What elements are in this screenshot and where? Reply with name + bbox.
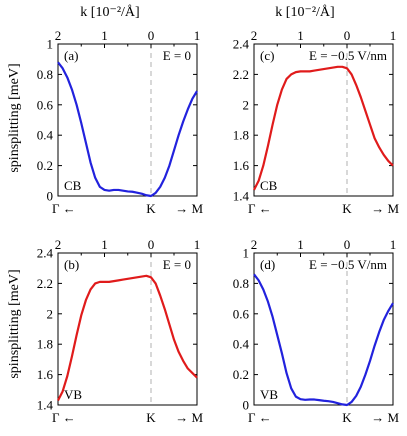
y-tick-label: 2 xyxy=(47,306,54,321)
panel-c: 1.41.61.822.22.42 1 0 1Γ ← K → M(c) E = −0.5 V… xyxy=(233,28,400,216)
y-tick-label: 0.2 xyxy=(233,367,249,382)
spinsplitting-curve xyxy=(253,65,394,191)
m-direction-label: → M xyxy=(175,201,203,216)
spinsplitting-curve xyxy=(57,274,198,401)
top-tick-label: 0 xyxy=(148,28,155,43)
panel-label: (d) xyxy=(260,257,275,272)
y-tick-label: 0.4 xyxy=(37,128,54,143)
band-label: CB xyxy=(64,178,82,193)
top-tick-label: 1 xyxy=(194,237,201,252)
top-tick-label: 1 xyxy=(194,28,201,43)
y-tick-label: 0.6 xyxy=(37,97,54,112)
y-tick-label: 1.6 xyxy=(37,367,54,382)
top-tick-label: 1 xyxy=(101,28,108,43)
top-tick-label: 0 xyxy=(344,28,351,43)
spinsplitting-curve xyxy=(253,273,394,407)
field-label: E = −0.5 V/nm xyxy=(309,257,387,272)
m-direction-label: → M xyxy=(175,410,203,425)
y-tick-label: 0.2 xyxy=(37,158,53,173)
panel-a: 00.20.40.60.812 1 0 1Γ ← K → M(a) E = 0CB xyxy=(37,28,204,216)
top-k-axis-label-right: k [10⁻²/Å] xyxy=(275,4,334,20)
plot-frame xyxy=(57,43,198,197)
m-direction-label: → M xyxy=(371,410,399,425)
top-tick-label: 1 xyxy=(390,28,397,43)
top-tick-label: 2 xyxy=(55,237,62,252)
gamma-direction-label: Γ ← xyxy=(248,410,272,425)
y-tick-label: 2.2 xyxy=(37,276,53,291)
top-tick-label: 2 xyxy=(251,28,258,43)
spinsplitting-curve xyxy=(57,61,198,198)
panel-b: 1.41.61.822.22.42 1 0 1Γ ← K → M(b) E = 0VB xyxy=(37,237,204,425)
gamma-direction-label: Γ ← xyxy=(248,201,272,216)
y-tick-label: 2.4 xyxy=(233,37,250,52)
panel-label: (a) xyxy=(64,48,78,63)
y-tick-label: 1.4 xyxy=(233,189,250,204)
k-point-label: K xyxy=(146,410,156,425)
y-tick-label: 2.2 xyxy=(233,67,249,82)
plot-frame xyxy=(253,43,394,197)
k-point-label: K xyxy=(146,201,156,216)
top-tick-label: 1 xyxy=(297,237,304,252)
m-direction-label: → M xyxy=(371,201,399,216)
y-tick-label: 2.4 xyxy=(37,246,54,261)
y-tick-label: 0.8 xyxy=(233,276,249,291)
y-tick-label: 1.8 xyxy=(37,337,53,352)
y-tick-label: 0.6 xyxy=(233,306,250,321)
k-point-label: K xyxy=(342,201,352,216)
y-axis-label-top: spinsplitting [meV] xyxy=(7,63,22,172)
field-label: E = 0 xyxy=(163,257,191,272)
y-tick-label: 1.6 xyxy=(233,158,250,173)
k-point-label: K xyxy=(342,410,352,425)
band-label: VB xyxy=(260,387,278,402)
y-tick-label: 1 xyxy=(47,37,54,52)
top-tick-label: 2 xyxy=(251,237,258,252)
y-tick-label: 0 xyxy=(47,189,54,204)
top-k-axis-label-left: k [10⁻²/Å] xyxy=(80,4,139,20)
top-tick-label: 1 xyxy=(390,237,397,252)
panel-d: 00.20.40.60.812 1 0 1Γ ← K → M(d) E = −0.5 V/n… xyxy=(233,237,400,425)
y-tick-label: 1 xyxy=(243,246,250,261)
y-tick-label: 1.4 xyxy=(37,398,54,413)
top-tick-label: 1 xyxy=(297,28,304,43)
top-tick-label: 2 xyxy=(55,28,62,43)
gamma-direction-label: Γ ← xyxy=(52,201,76,216)
field-label: E = −0.5 V/nm xyxy=(309,48,387,63)
y-tick-label: 2 xyxy=(243,97,250,112)
y-tick-label: 1.8 xyxy=(233,128,249,143)
gamma-direction-label: Γ ← xyxy=(52,410,76,425)
y-axis-label-bottom: spinsplitting [meV] xyxy=(7,269,22,378)
y-tick-label: 0.8 xyxy=(37,67,53,82)
field-label: E = 0 xyxy=(163,48,191,63)
y-tick-label: 0 xyxy=(243,398,250,413)
top-tick-label: 0 xyxy=(344,237,351,252)
band-label: CB xyxy=(260,178,278,193)
panel-label: (b) xyxy=(64,257,79,272)
y-tick-label: 0.4 xyxy=(233,337,250,352)
panel-label: (c) xyxy=(260,48,274,63)
top-tick-label: 0 xyxy=(148,237,155,252)
band-label: VB xyxy=(64,387,82,402)
top-tick-label: 1 xyxy=(101,237,108,252)
